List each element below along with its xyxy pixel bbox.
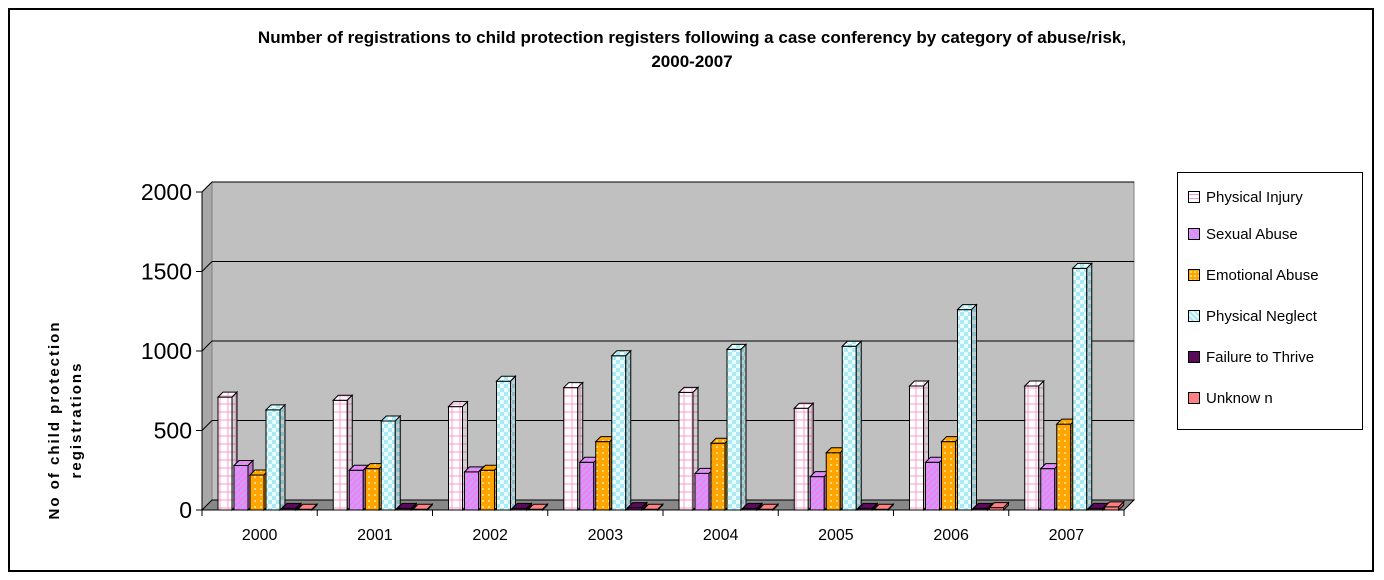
- legend-swatch-unknown: [1188, 392, 1200, 404]
- legend-label-unknown: Unknow n: [1206, 390, 1273, 407]
- bar-physical-neglect-2002: [497, 376, 516, 510]
- bar-front: [1041, 469, 1055, 510]
- bar-side-shade: [626, 351, 631, 510]
- bar-front: [596, 442, 610, 510]
- bar-side-shade: [1087, 263, 1092, 510]
- bar-front: [349, 470, 363, 510]
- bar-front: [381, 421, 395, 510]
- bar-front: [910, 386, 924, 510]
- bar-front: [218, 397, 232, 510]
- bar-physical-neglect-2000: [266, 405, 285, 510]
- bar-physical-neglect-2006: [958, 305, 977, 510]
- bar-physical-neglect-2005: [842, 341, 861, 510]
- bar-physical-neglect-2003: [612, 351, 631, 510]
- bar-front: [365, 469, 379, 510]
- legend-swatch-physical-injury: [1188, 191, 1200, 203]
- legend-label-sexual-abuse: Sexual Abuse: [1206, 226, 1298, 243]
- x-tick-label-2007: 2007: [1049, 527, 1085, 544]
- legend-label-failure-to-thrive: Failure to Thrive: [1206, 349, 1314, 366]
- bar-front: [481, 470, 495, 510]
- legend-item-failure-to-thrive: Failure to Thrive: [1188, 347, 1314, 367]
- legend-item-unknown: Unknow n: [1188, 388, 1273, 408]
- bar-physical-neglect-2004: [727, 344, 746, 510]
- x-tick-label-2005: 2005: [818, 527, 854, 544]
- legend-swatch-emotional-abuse: [1188, 269, 1200, 281]
- x-tick-label-2002: 2002: [472, 527, 508, 544]
- bar-front: [679, 392, 693, 510]
- y-tick-label: 500: [154, 418, 192, 444]
- legend-swatch-failure-to-thrive: [1188, 351, 1200, 363]
- legend-swatch-sexual-abuse: [1188, 228, 1200, 240]
- y-tick-label: 1500: [141, 259, 192, 285]
- bar-side-shade: [395, 416, 400, 510]
- x-tick-label-2004: 2004: [703, 527, 739, 544]
- bar-physical-neglect-2001: [381, 416, 400, 510]
- bar-front: [1057, 424, 1071, 510]
- bar-front: [810, 477, 824, 510]
- x-tick-label-2006: 2006: [933, 527, 969, 544]
- y-tick-label: 1000: [141, 338, 192, 364]
- bar-front: [794, 408, 808, 510]
- bar-front: [926, 462, 940, 510]
- bar-front: [580, 462, 594, 510]
- bar-side-shade: [280, 405, 285, 510]
- x-tick-label-2001: 2001: [357, 527, 393, 544]
- bar-front: [266, 410, 280, 510]
- bar-side-shade: [972, 305, 977, 510]
- bar-front: [826, 453, 840, 510]
- bar-front: [727, 349, 741, 510]
- legend-item-sexual-abuse: Sexual Abuse: [1188, 224, 1298, 244]
- y-tick-label: 2000: [141, 179, 192, 205]
- legend-item-emotional-abuse: Emotional Abuse: [1188, 265, 1319, 285]
- bar-front: [333, 400, 347, 510]
- bar-front: [1025, 386, 1039, 510]
- legend-label-physical-injury: Physical Injury: [1206, 189, 1303, 206]
- y-tick-label: 0: [179, 497, 192, 523]
- bar-side-shade: [856, 341, 861, 510]
- bar-side-shade: [511, 376, 516, 510]
- bar-front: [612, 356, 626, 510]
- legend-item-physical-neglect: Physical Neglect: [1188, 306, 1317, 326]
- legend-label-emotional-abuse: Emotional Abuse: [1206, 267, 1319, 284]
- bar-side-shade: [741, 344, 746, 510]
- legend-label-physical-neglect: Physical Neglect: [1206, 308, 1317, 325]
- bar-front: [942, 442, 956, 510]
- bar-front: [497, 381, 511, 510]
- legend-swatch-physical-neglect: [1188, 310, 1200, 322]
- x-tick-label-2000: 2000: [242, 527, 278, 544]
- bar-front: [564, 388, 578, 510]
- bar-front: [842, 346, 856, 510]
- bar-front: [711, 443, 725, 510]
- bar-front: [695, 473, 709, 510]
- bar-front: [465, 472, 479, 510]
- bar-front: [449, 407, 463, 510]
- bar-physical-neglect-2007: [1073, 263, 1092, 510]
- bar-front: [1073, 268, 1087, 510]
- bar-front: [234, 465, 248, 510]
- bar-front: [958, 310, 972, 510]
- legend-item-physical-injury: Physical Injury: [1188, 187, 1303, 207]
- bar-front: [250, 475, 264, 510]
- legend: Physical Injury Sexual Abuse Emotional A…: [1177, 172, 1363, 430]
- x-tick-label-2003: 2003: [588, 527, 624, 544]
